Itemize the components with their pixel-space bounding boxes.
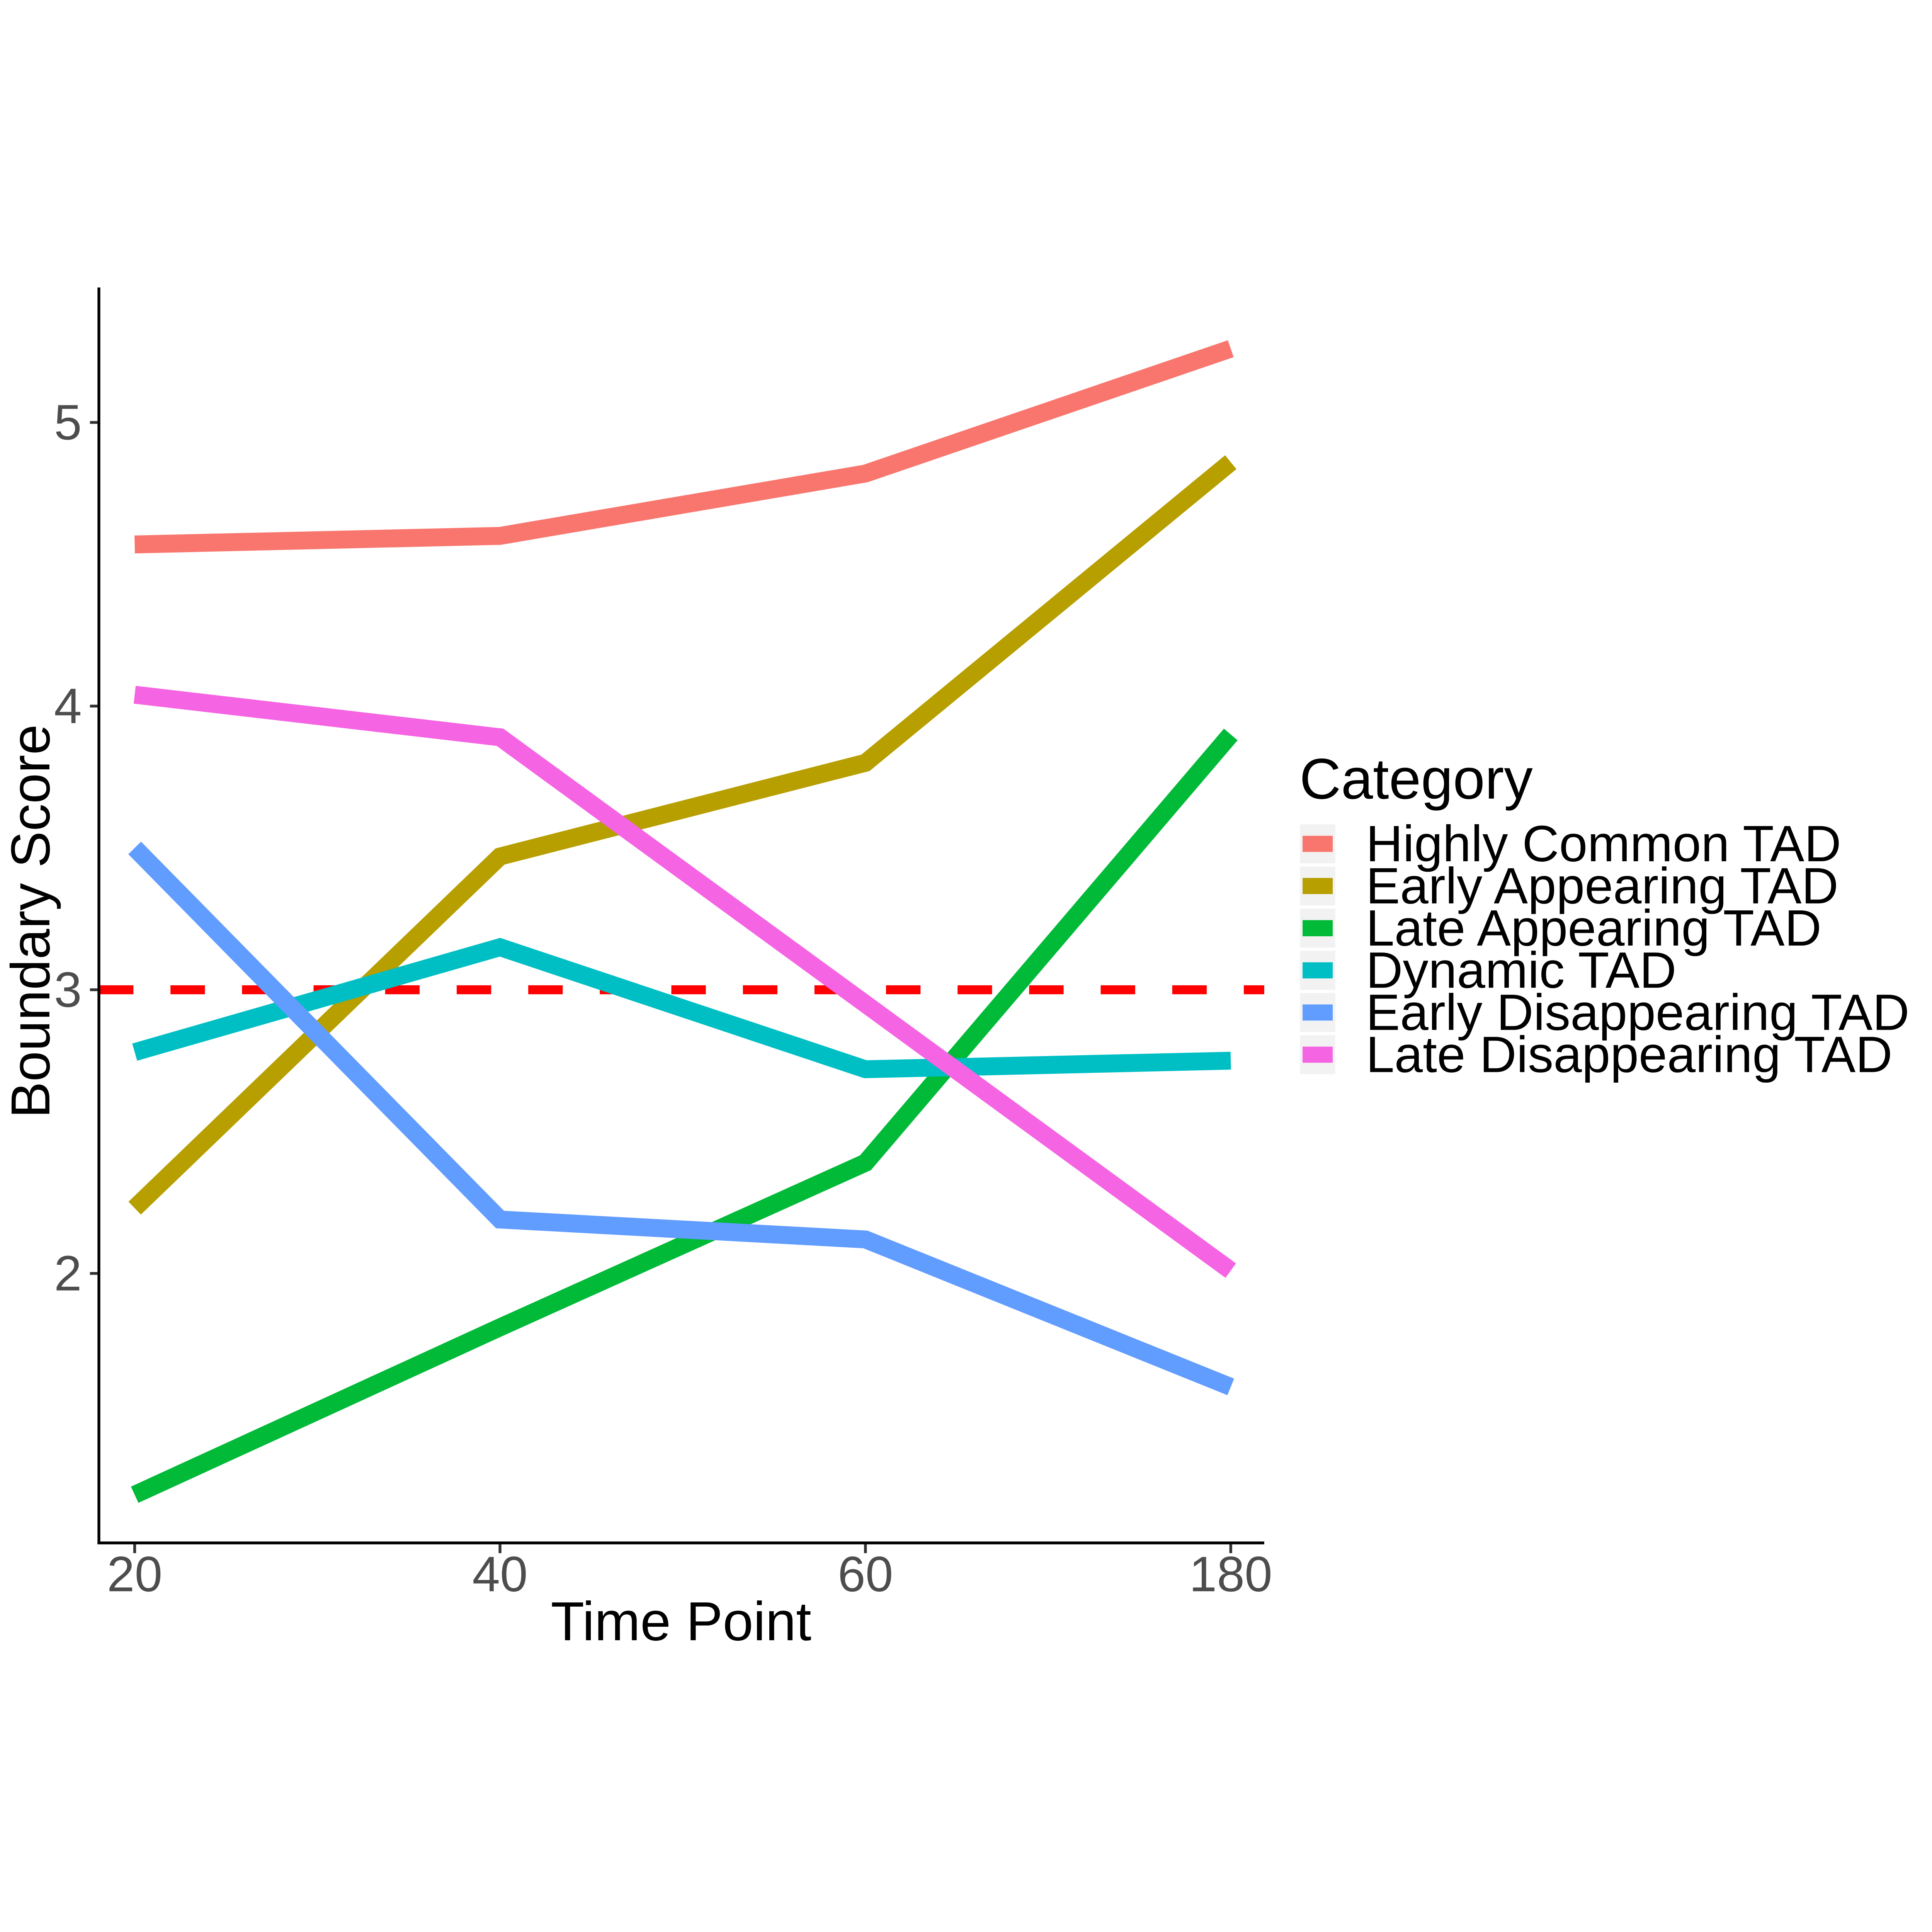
line-late-disappearing-tad [133, 685, 1236, 1278]
y-tick-label-5: 5 [54, 395, 82, 450]
y-tick-label-4: 4 [54, 678, 82, 734]
x-tick-label-60: 60 [838, 1546, 893, 1602]
x-axis-title: Time Point [551, 1591, 811, 1652]
legend-label-late-disappearing-tad: Late Disappearing TAD [1366, 1026, 1893, 1083]
line-highly-common-tad [134, 340, 1234, 554]
line-dynamic-tad [132, 938, 1231, 1078]
x-tick-label-40: 40 [472, 1546, 527, 1602]
legend-item-late-appearing-tad: Late Appearing TAD [1300, 900, 1821, 957]
legend-label-early-disappearing-tad: Early Disappearing TAD [1366, 984, 1910, 1041]
legend-title: Category [1299, 747, 1533, 811]
y-tick-label-2: 2 [54, 1246, 82, 1301]
legend-item-highly-common-tad: Highly Common TAD [1300, 815, 1841, 872]
legend-item-late-disappearing-tad: Late Disappearing TAD [1300, 1026, 1893, 1083]
legend-item-dynamic-tad: Dynamic TAD [1300, 942, 1677, 999]
x-tick-label-180: 180 [1189, 1546, 1272, 1602]
x-axis-ticks: 20 40 60 180 [107, 1544, 1272, 1602]
legend-item-early-appearing-tad: Early Appearing TAD [1300, 857, 1838, 915]
line-late-appearing-tad [131, 728, 1238, 1503]
y-axis-ticks: 2 3 4 5 [54, 395, 98, 1301]
legend-label-dynamic-tad: Dynamic TAD [1366, 942, 1677, 999]
series-lines-layer [128, 340, 1238, 1503]
y-tick-label-3: 3 [54, 962, 82, 1018]
legend-item-early-disappearing-tad: Early Disappearing TAD [1300, 984, 1910, 1041]
legend-label-highly-common-tad: Highly Common TAD [1366, 815, 1841, 872]
x-tick-label-20: 20 [107, 1546, 162, 1602]
line-early-appearing-tad [128, 455, 1236, 1215]
line-early-disappearing-tad [128, 842, 1234, 1395]
y-axis-title: Boundary Score [0, 724, 61, 1118]
legend-label-early-appearing-tad: Early Appearing TAD [1366, 857, 1838, 915]
axes-layer [97, 287, 1264, 1544]
legend-label-late-appearing-tad: Late Appearing TAD [1366, 900, 1821, 957]
